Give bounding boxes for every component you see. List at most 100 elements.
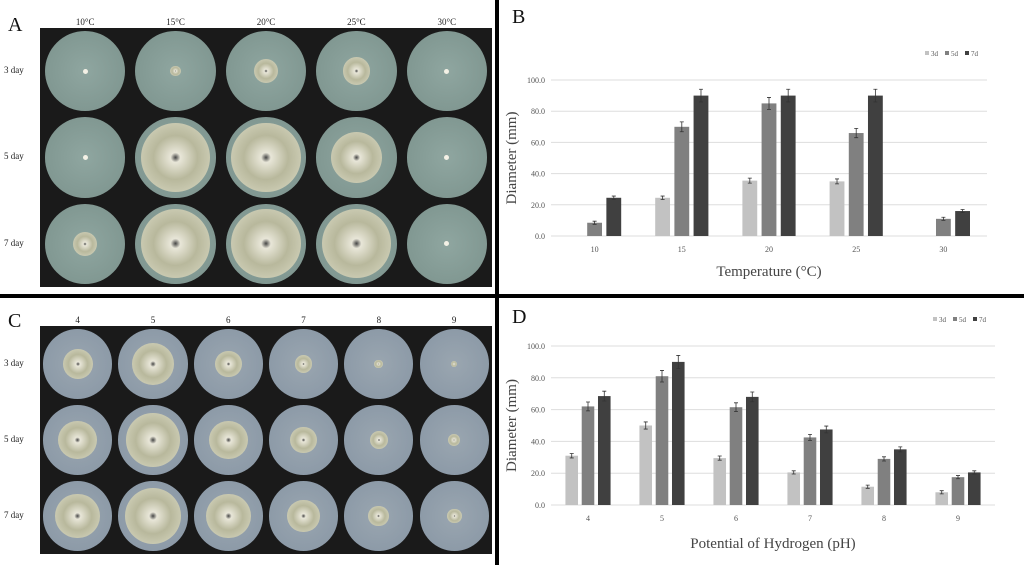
column-header: 10°C xyxy=(75,17,95,27)
fungal-colony xyxy=(73,231,98,256)
bar-3d xyxy=(565,455,579,505)
y-tick-label: 40.0 xyxy=(531,170,545,179)
error-bar xyxy=(569,453,574,459)
legend-label: 7d xyxy=(971,50,979,58)
fungal-colony xyxy=(82,68,88,74)
row-header: 5 day xyxy=(4,151,24,162)
bar-7d xyxy=(606,197,622,236)
fungal-colony xyxy=(374,359,384,369)
error-bar xyxy=(643,421,648,430)
legend-swatch-7d xyxy=(965,51,969,55)
error-bar xyxy=(808,433,812,441)
plate-photo-grid-ph xyxy=(40,326,492,554)
fungal-colony xyxy=(321,209,391,279)
bar-5d xyxy=(951,477,965,505)
horizontal-divider xyxy=(0,294,1024,298)
petri-dish xyxy=(225,31,307,112)
y-tick-label: 60.0 xyxy=(531,138,545,147)
y-tick-label: 0.0 xyxy=(535,501,545,510)
legend-swatch-7d xyxy=(973,317,977,321)
y-tick-label: 40.0 xyxy=(531,437,545,446)
error-bar xyxy=(611,195,616,200)
petri-dish xyxy=(225,117,307,198)
petri-dish xyxy=(268,481,339,551)
error-bar xyxy=(786,88,791,103)
petri-dish xyxy=(406,203,487,284)
error-bar xyxy=(602,390,607,402)
error-bar xyxy=(882,456,886,462)
y-tick-label: 100.0 xyxy=(527,76,545,85)
petri-dish xyxy=(419,329,489,399)
fungal-colony xyxy=(170,65,181,77)
fungal-colony xyxy=(126,413,180,467)
bar-7d xyxy=(867,95,883,236)
error-bar xyxy=(660,195,665,200)
panel-label-a: A xyxy=(8,14,23,36)
bar-5d xyxy=(581,406,595,505)
column-header: 25°C xyxy=(347,17,366,27)
fungal-colony xyxy=(124,487,182,545)
fungal-colony xyxy=(141,209,211,279)
bar-7d xyxy=(745,396,759,505)
petri-dish xyxy=(45,117,126,198)
petri-dish xyxy=(135,31,216,112)
petri-dish xyxy=(316,203,397,284)
fungal-colony xyxy=(231,209,301,279)
petri-dish xyxy=(419,405,489,475)
legend-swatch-5d xyxy=(953,317,957,321)
bar-7d xyxy=(955,211,970,236)
error-bar xyxy=(960,209,965,213)
error-bar xyxy=(956,475,960,480)
error-bar xyxy=(941,216,946,221)
column-header: 4 xyxy=(75,315,80,325)
column-header: 7 xyxy=(301,315,306,325)
bar-3d xyxy=(935,492,949,505)
legend-swatch-5d xyxy=(945,51,949,55)
error-bar xyxy=(660,370,664,383)
bar-7d xyxy=(597,396,611,505)
fungal-colony xyxy=(330,131,383,184)
petri-dish xyxy=(268,329,339,399)
fungal-colony xyxy=(294,355,313,373)
error-bar xyxy=(898,446,903,453)
error-bar xyxy=(698,88,703,103)
x-tick-label: 7 xyxy=(808,514,812,523)
bar-3d xyxy=(655,197,671,236)
x-tick-label: 4 xyxy=(586,514,590,523)
error-bar xyxy=(750,391,755,403)
legend-label: 5d xyxy=(959,316,967,324)
x-tick-label: 25 xyxy=(852,245,860,254)
petri-dish xyxy=(406,117,487,198)
row-header: 3 day xyxy=(4,358,24,368)
x-tick-label: 30 xyxy=(939,245,947,254)
bar-5d xyxy=(655,376,669,505)
y-axis-title: Diameter (mm) xyxy=(504,379,520,472)
x-tick-label: 9 xyxy=(956,514,960,523)
fungal-colony xyxy=(253,59,279,84)
error-bar xyxy=(854,128,859,139)
error-bar xyxy=(747,177,752,184)
petri-dish xyxy=(118,405,188,475)
y-tick-label: 80.0 xyxy=(531,107,545,116)
petri-dish xyxy=(45,31,126,112)
bar-7d xyxy=(893,449,907,505)
y-tick-label: 20.0 xyxy=(531,469,545,478)
error-bar xyxy=(873,88,878,103)
chart-ph: 0.0 20.0 40.0 60.0 80.0 100.0 4 5 6 7 8 9 Potential … xyxy=(504,316,995,552)
fungal-colony xyxy=(208,420,248,460)
vertical-divider xyxy=(495,0,499,565)
error-bar xyxy=(972,470,977,475)
panel-label-d: D xyxy=(512,306,527,328)
bar-7d xyxy=(819,429,833,505)
petri-dish xyxy=(193,405,263,475)
fungal-colony xyxy=(342,57,371,85)
fungal-colony xyxy=(444,241,450,247)
x-tick-label: 6 xyxy=(734,514,738,523)
fungal-colony xyxy=(444,154,450,160)
error-bar xyxy=(939,490,944,495)
row-header: 7 day xyxy=(4,510,24,520)
x-tick-label: 20 xyxy=(765,245,773,254)
error-bar xyxy=(717,455,722,461)
y-axis-title: Diameter (mm) xyxy=(504,112,520,205)
petri-dish xyxy=(419,481,489,551)
